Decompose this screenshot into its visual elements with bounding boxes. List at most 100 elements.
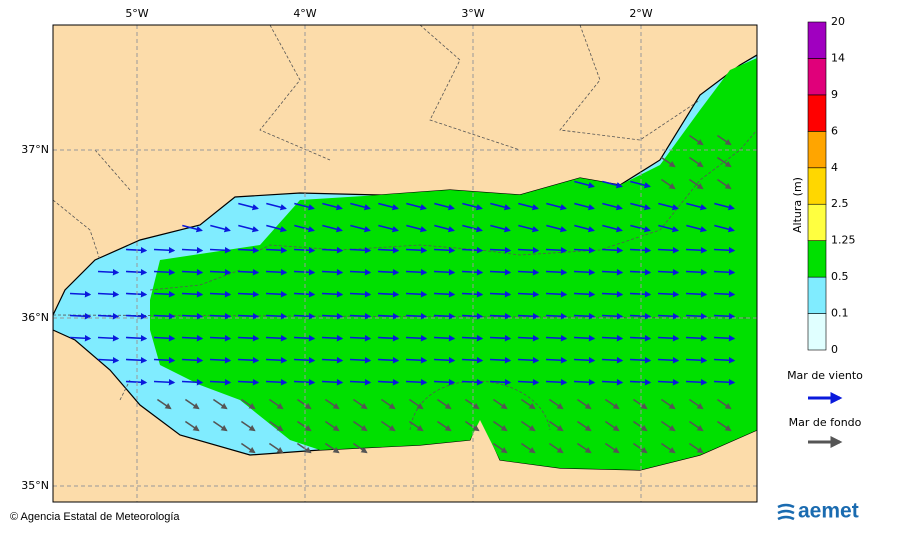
- wave-arrow: [716, 156, 732, 168]
- wave-arrow: [377, 269, 400, 276]
- wave-arrow: [266, 224, 287, 233]
- wave-arrow: [238, 202, 259, 211]
- wave-arrow: [380, 420, 396, 432]
- wave-arrow: [657, 247, 680, 254]
- wave-arrow: [433, 313, 456, 320]
- wave-arrow: [604, 442, 620, 454]
- wave-arrow: [125, 357, 148, 364]
- wave-arrow: [573, 291, 596, 298]
- wave-arrow: [405, 291, 428, 298]
- wave-arrow: [433, 247, 456, 254]
- wave-arrow: [265, 379, 288, 386]
- wave-arrow: [685, 313, 708, 320]
- wave-arrow: [433, 269, 456, 276]
- wave-arrow: [517, 335, 540, 342]
- wave-arrow: [461, 247, 484, 254]
- wave-arrow: [660, 398, 676, 410]
- wave-arrow: [685, 357, 708, 364]
- wave-arrow: [632, 398, 648, 410]
- wave-arrow: [69, 291, 92, 298]
- wave-arrow: [714, 202, 735, 211]
- wave-arrow: [352, 398, 368, 410]
- wave-arrow: [125, 313, 148, 320]
- colorbar-label: 1.25: [831, 234, 856, 247]
- wave-arrow: [324, 420, 340, 432]
- wave-arrow: [349, 291, 372, 298]
- wave-arrow: [293, 269, 316, 276]
- wave-arrow: [97, 291, 120, 298]
- wave-arrow: [97, 357, 120, 364]
- wave-arrow: [629, 335, 652, 342]
- wave-arrow: [601, 291, 624, 298]
- wave-arrow: [657, 313, 680, 320]
- wave-arrow: [489, 313, 512, 320]
- wave-arrow: [352, 442, 368, 454]
- logo: aemet: [777, 500, 859, 523]
- wave-arrow: [324, 398, 340, 410]
- wave-arrow: [660, 442, 676, 454]
- wave-arrow: [716, 134, 732, 146]
- wave-arrow: [237, 379, 260, 386]
- wave-arrow: [125, 291, 148, 298]
- wave-arrow: [181, 335, 204, 342]
- wave-arrow: [657, 379, 680, 386]
- wave-arrow: [237, 335, 260, 342]
- lon-label: 2°W: [629, 7, 652, 20]
- wave-arrow: [265, 357, 288, 364]
- wave-arrow: [545, 357, 568, 364]
- colorbar-label: 14: [831, 51, 845, 64]
- wave-arrow: [548, 398, 564, 410]
- wave-arrow: [125, 379, 148, 386]
- wave-arrow: [238, 224, 259, 233]
- wave-arrow: [125, 269, 148, 276]
- wave-arrow: [125, 335, 148, 342]
- wave-arrow: [293, 335, 316, 342]
- wave-arrow: [489, 269, 512, 276]
- wave-arrow: [660, 156, 676, 168]
- wave-arrow: [520, 442, 536, 454]
- colorbar-label: 9: [831, 88, 838, 101]
- legend-label: Mar de fondo: [789, 416, 862, 429]
- wave-arrow: [545, 291, 568, 298]
- wave-arrow: [322, 224, 343, 233]
- wave-arrow: [408, 420, 424, 432]
- wave-arrow: [714, 224, 735, 233]
- wave-arrow: [181, 269, 204, 276]
- wave-arrow: [573, 247, 596, 254]
- wave-arrow: [433, 357, 456, 364]
- wave-arrow: [349, 313, 372, 320]
- wave-arrow: [321, 335, 344, 342]
- wave-arrow: [716, 398, 732, 410]
- map-area: [53, 25, 757, 502]
- wave-arrow: [377, 247, 400, 254]
- wave-arrow: [630, 180, 651, 189]
- colorbar-segment: [807, 240, 827, 278]
- wave-arrow: [153, 291, 176, 298]
- wave-arrow: [405, 379, 428, 386]
- wave-arrow: [405, 335, 428, 342]
- arrows: [69, 134, 736, 454]
- wave-arrow: [350, 224, 371, 233]
- wave-arrow: [349, 269, 372, 276]
- wave-arrow: [716, 420, 732, 432]
- wave-arrow: [377, 335, 400, 342]
- colorbar-title: Altura (m): [791, 177, 804, 233]
- wave-arrow: [212, 398, 228, 410]
- colorbar-segment: [807, 58, 827, 96]
- colorbar-segment: [807, 94, 827, 132]
- wave-arrow: [576, 442, 592, 454]
- wave-arrow: [296, 442, 312, 454]
- wave-arrow: [352, 420, 368, 432]
- colorbar-label: 4: [831, 161, 838, 174]
- wave-arrow: [657, 335, 680, 342]
- wave-arrow: [604, 420, 620, 432]
- wave-arrow: [660, 420, 676, 432]
- wave-arrow: [237, 357, 260, 364]
- wave-arrow: [378, 224, 399, 233]
- wave-arrow: [601, 379, 624, 386]
- colorbar-segment: [807, 203, 827, 241]
- wave-arrow: [629, 379, 652, 386]
- wave-arrow: [545, 313, 568, 320]
- wave-arrow: [240, 420, 256, 432]
